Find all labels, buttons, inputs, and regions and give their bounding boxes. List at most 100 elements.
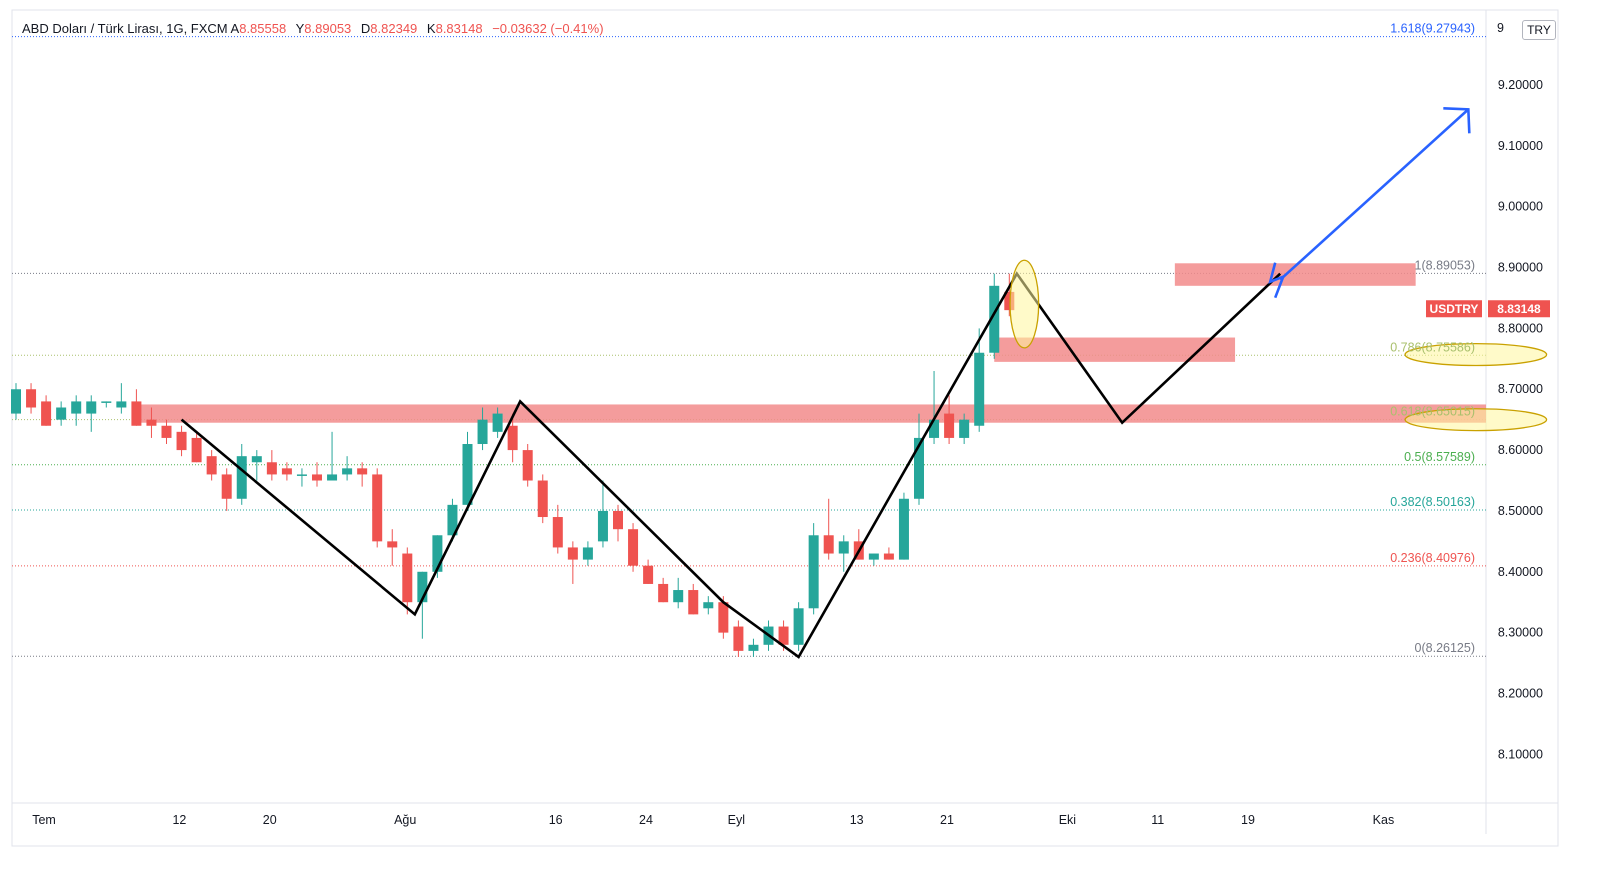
price-tick-label: 8.40000: [1498, 565, 1543, 579]
candle: [312, 462, 322, 487]
candle-body: [191, 437, 202, 463]
close-value: 8.83148: [435, 21, 483, 36]
support-resistance-zone: [994, 337, 1236, 362]
candle-body: [658, 583, 669, 603]
candle-body: [372, 474, 383, 542]
candle: [56, 401, 67, 426]
candle-body: [417, 571, 428, 603]
candle: [447, 498, 458, 542]
candle-body: [793, 608, 804, 645]
price-tick-label: 8.70000: [1498, 382, 1543, 396]
candle: [613, 504, 623, 542]
time-tick-label: 19: [1241, 813, 1255, 827]
candle-body: [613, 510, 623, 530]
support-resistance-zone: [1174, 263, 1416, 286]
candle-body: [718, 602, 729, 633]
candle: [71, 395, 82, 426]
fib-level-label: 0.382(8.50163): [1390, 495, 1475, 509]
candle-body: [221, 474, 232, 499]
candle-body: [929, 419, 940, 438]
ticker-badge: [1426, 300, 1482, 318]
time-tick-label: 21: [940, 813, 954, 827]
fib-lines-layer: [11, 9, 1559, 847]
candle: [989, 273, 1000, 359]
candle-body: [989, 285, 1000, 353]
price-tick-label: 9.00000: [1498, 200, 1543, 214]
time-tick-label: 20: [263, 813, 277, 827]
candle: [628, 523, 639, 572]
open-label: A: [230, 21, 240, 36]
currency-badge[interactable]: TRY: [1522, 20, 1556, 40]
ticker-label: USDTRY: [1430, 302, 1479, 316]
candle-body: [11, 389, 21, 414]
candle: [176, 425, 187, 457]
fib-level-label: 0.618(8.65015): [1390, 405, 1475, 419]
candle-body: [628, 529, 639, 566]
candle-body: [808, 535, 819, 609]
candle: [116, 383, 127, 414]
time-tick-label: 13: [850, 813, 864, 827]
candle: [703, 596, 714, 615]
low-label: D: [360, 21, 371, 36]
time-tick-label: 11: [1151, 813, 1164, 827]
candle-body: [251, 456, 262, 463]
candle: [507, 413, 518, 463]
last-price-badge: [1488, 300, 1550, 318]
candle: [838, 535, 849, 572]
candle: [1004, 273, 1015, 317]
fib-level-label: 0.236(8.40976): [1390, 551, 1475, 565]
candle-body: [868, 553, 879, 560]
support-resistance-zone: [136, 404, 1486, 423]
price-pattern-line: [180, 271, 1282, 659]
candle: [567, 541, 578, 584]
fib-level-label: 1.618(9.27943): [1390, 22, 1475, 36]
candle: [387, 529, 398, 566]
time-tick-label: Ağu: [394, 813, 416, 827]
candle-body: [823, 535, 834, 554]
price-tick-label: 8.50000: [1498, 504, 1543, 518]
zones-layer: [136, 263, 1486, 423]
candle: [161, 419, 172, 445]
candle: [296, 468, 307, 487]
candle: [86, 395, 97, 432]
price-tick-label: 9.20000: [1498, 78, 1543, 92]
candle-body: [733, 626, 744, 651]
fib-level-label: 1(8.89053): [1415, 258, 1475, 272]
candle-body: [597, 510, 608, 542]
price-tick-label: 9.10000: [1498, 139, 1543, 153]
candle-body: [522, 450, 533, 481]
candle-body: [944, 413, 955, 438]
time-tick-label: 24: [639, 813, 653, 827]
time-axis[interactable]: Tem 12 20 Ağu 16 24 Eyl 13 21 Eki 11 19 Kas: [32, 813, 1394, 827]
candle: [582, 541, 593, 566]
candle: [251, 450, 262, 481]
highlight-ellipse: [1009, 259, 1040, 349]
price-tick-label: 8.10000: [1498, 747, 1543, 761]
candle: [206, 450, 217, 481]
open-value: 8.85558: [239, 21, 287, 36]
time-tick-label: Eyl: [728, 813, 745, 827]
price-axis[interactable]: 8.10000 8.20000 8.30000 8.40000 8.50000 8.600…: [1426, 21, 1550, 761]
price-tick-label: 8.30000: [1498, 626, 1543, 640]
candle: [357, 462, 368, 487]
candle-body: [838, 541, 849, 554]
candle: [327, 431, 338, 481]
candle-body: [312, 474, 322, 481]
candle-body: [974, 352, 985, 426]
high-value: 8.89053: [304, 21, 352, 36]
candle-body: [266, 462, 277, 475]
price-tick-label: 8.20000: [1498, 686, 1543, 700]
candle-body: [688, 590, 699, 615]
candle-body: [56, 407, 67, 420]
candle-body: [327, 474, 338, 481]
candle: [748, 638, 759, 657]
candle: [974, 328, 985, 432]
candle: [673, 577, 684, 609]
candle-body: [342, 468, 353, 475]
candle-body: [567, 547, 578, 560]
close-label: K: [426, 21, 436, 36]
candle: [492, 407, 503, 438]
candle: [643, 559, 654, 584]
